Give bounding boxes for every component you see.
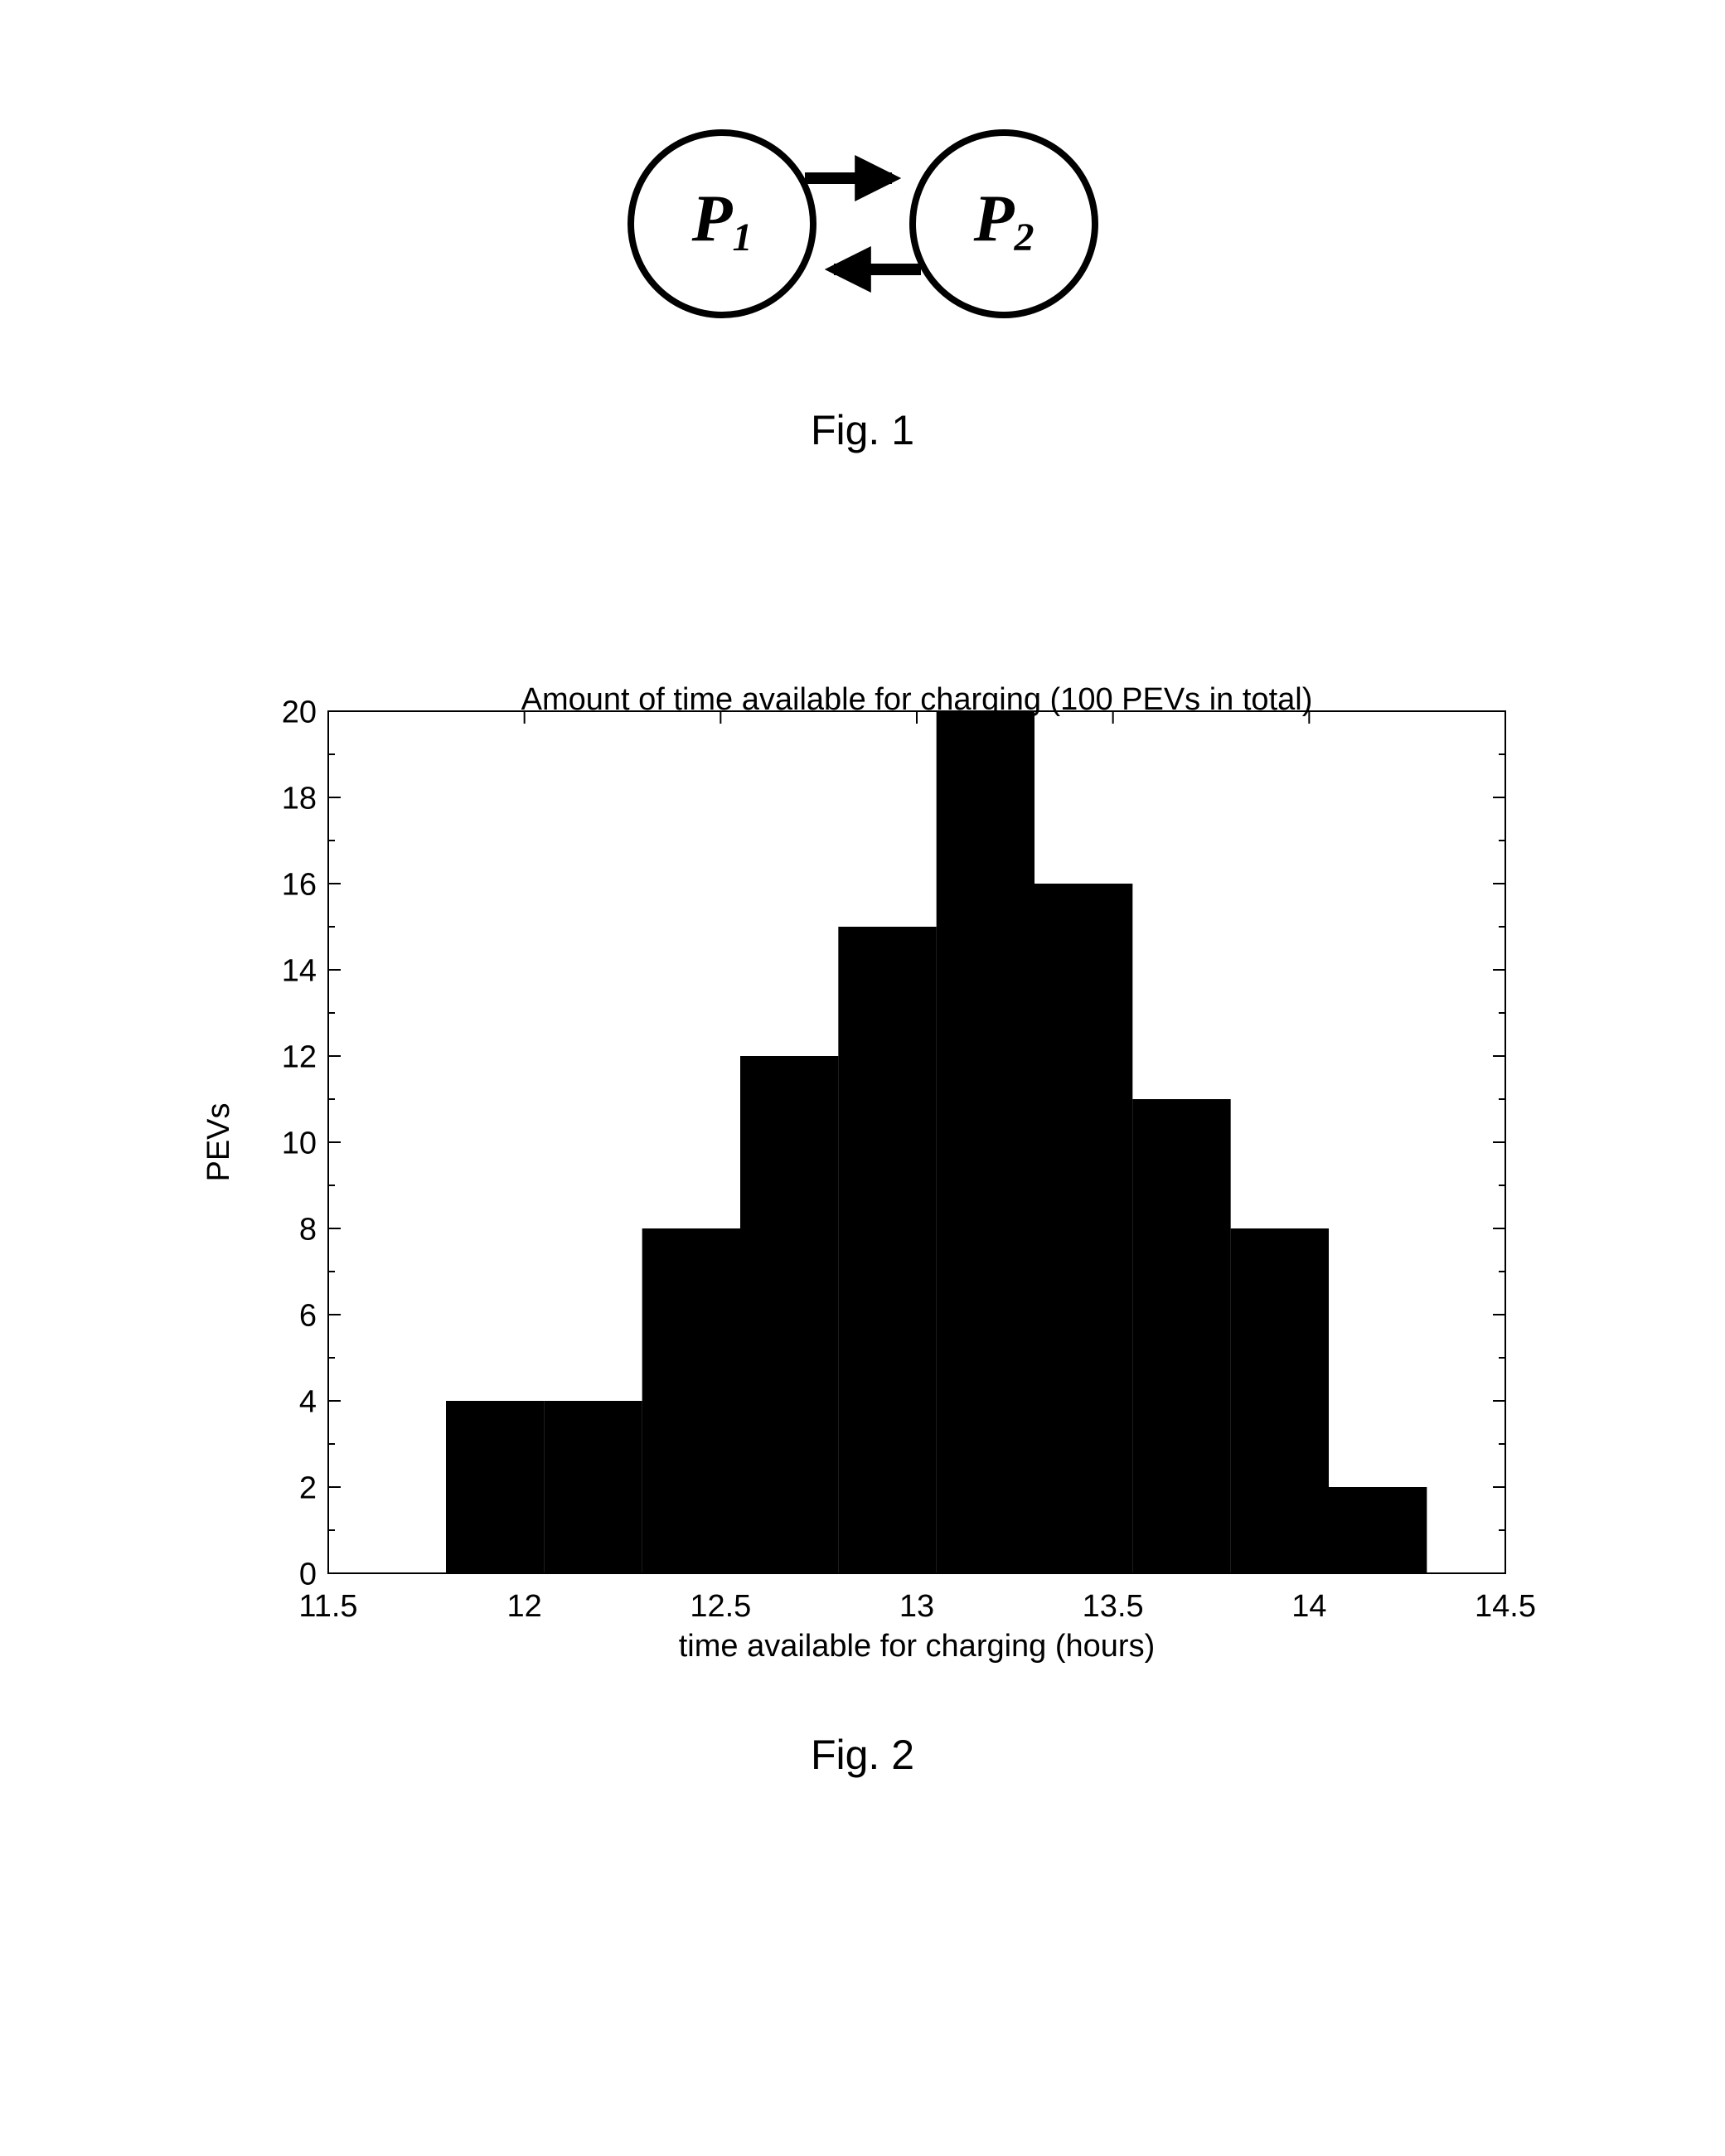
x-axis-label: time available for charging (hours): [678, 1629, 1155, 1664]
bar-3: [740, 1056, 838, 1573]
xtick-label: 13: [899, 1589, 933, 1624]
ytick-label: 12: [281, 1039, 316, 1074]
xtick-label: 11.5: [298, 1589, 357, 1624]
y-axis-label: PEVs: [201, 1102, 236, 1181]
bar-1: [544, 1401, 642, 1573]
ytick-label: 10: [281, 1126, 316, 1160]
bar-6: [1035, 884, 1132, 1573]
ytick-label: 2: [298, 1470, 316, 1505]
fig2-caption: Fig. 2: [811, 1731, 914, 1779]
bar-0: [446, 1401, 544, 1573]
bar-4: [838, 927, 936, 1573]
ytick-label: 16: [281, 867, 316, 902]
ytick-label: 6: [298, 1298, 316, 1333]
fig1-caption: Fig. 1: [811, 406, 914, 454]
figure-1: P1P2 Fig. 1: [614, 99, 1112, 454]
ytick-label: 20: [281, 695, 316, 729]
bar-2: [642, 1228, 739, 1573]
ytick-label: 8: [298, 1212, 316, 1247]
ytick-label: 18: [281, 781, 316, 816]
ytick-label: 4: [298, 1384, 316, 1419]
bar-7: [1132, 1099, 1230, 1573]
xtick-label: 13.5: [1082, 1589, 1143, 1624]
ytick-label: 0: [298, 1557, 316, 1592]
bar-8: [1230, 1228, 1328, 1573]
xtick-label: 12: [506, 1589, 541, 1624]
bar-5: [936, 711, 1034, 1573]
xtick-label: 14.5: [1475, 1589, 1536, 1624]
xtick-label: 12.5: [690, 1589, 751, 1624]
page-root: P1P2 Fig. 1 Amount of time available for…: [33, 50, 1692, 1779]
ytick-label: 14: [281, 953, 316, 988]
fig2-chart: Amount of time available for charging (1…: [179, 637, 1547, 1698]
figure-2: Amount of time available for charging (1…: [179, 637, 1547, 1779]
xtick-label: 14: [1291, 1589, 1326, 1624]
bar-9: [1329, 1487, 1427, 1573]
fig1-diagram: P1P2: [614, 99, 1112, 348]
